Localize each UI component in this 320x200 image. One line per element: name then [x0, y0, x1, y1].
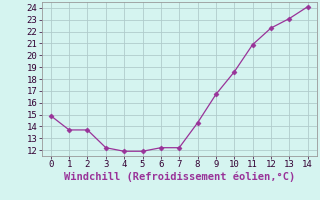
X-axis label: Windchill (Refroidissement éolien,°C): Windchill (Refroidissement éolien,°C)	[64, 172, 295, 182]
